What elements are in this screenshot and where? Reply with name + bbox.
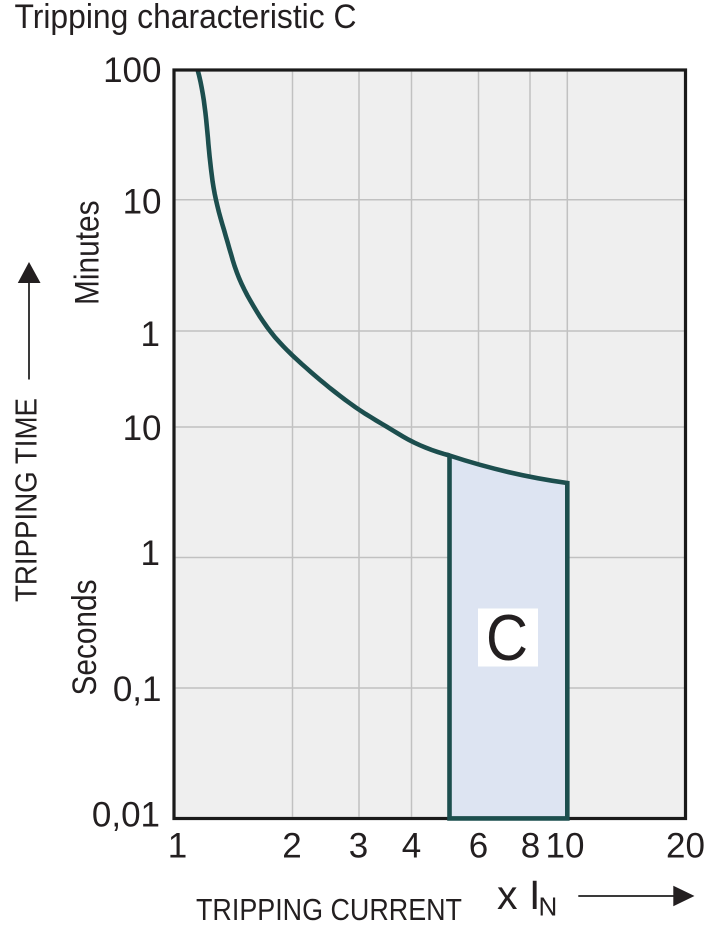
svg-text:20: 20 (666, 827, 705, 866)
svg-text:10: 10 (546, 827, 585, 866)
svg-text:1: 1 (141, 315, 160, 354)
svg-text:N: N (539, 892, 558, 922)
svg-text:10: 10 (123, 182, 162, 221)
svg-text:0,1: 0,1 (113, 670, 162, 709)
svg-text:I: I (529, 872, 540, 918)
svg-text:8: 8 (521, 827, 540, 866)
svg-text:x: x (497, 872, 518, 918)
svg-text:6: 6 (469, 827, 488, 866)
svg-text:C: C (486, 601, 528, 674)
svg-text:0,01: 0,01 (92, 796, 160, 835)
svg-text:1: 1 (168, 827, 187, 866)
svg-text:4: 4 (402, 827, 421, 866)
svg-text:2: 2 (282, 827, 301, 866)
svg-text:3: 3 (349, 827, 368, 866)
svg-text:Tripping characteristic C: Tripping characteristic C (15, 0, 357, 36)
svg-text:10: 10 (123, 409, 162, 448)
svg-text:100: 100 (103, 51, 161, 90)
svg-text:Minutes: Minutes (69, 200, 107, 305)
svg-text:TRIPPING CURRENT: TRIPPING CURRENT (196, 892, 462, 927)
svg-text:1: 1 (141, 534, 160, 573)
svg-text:Seconds: Seconds (66, 580, 104, 696)
svg-text:TRIPPING TIME: TRIPPING TIME (8, 398, 43, 602)
